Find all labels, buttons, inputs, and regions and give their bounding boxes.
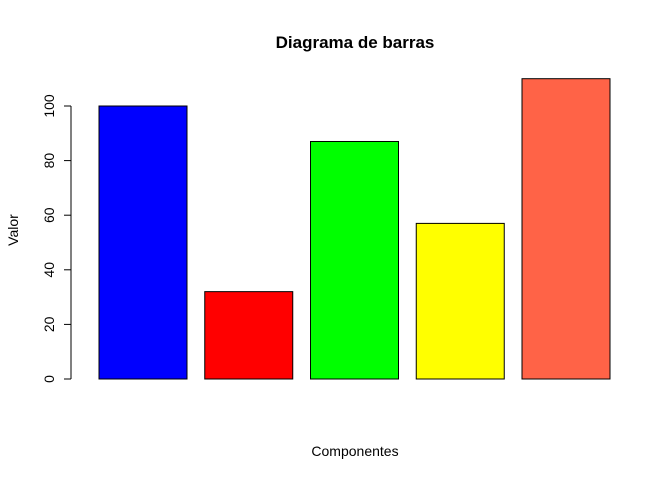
y-tick-label: 60 bbox=[41, 207, 57, 223]
y-tick-label: 0 bbox=[41, 375, 57, 383]
y-tick-label: 40 bbox=[41, 262, 57, 278]
bar-3 bbox=[310, 140, 399, 380]
y-tick-label: 100 bbox=[41, 94, 57, 118]
bars-group bbox=[98, 78, 611, 380]
chart-title: Diagrama de barras bbox=[276, 33, 435, 52]
bar-4 bbox=[415, 222, 505, 380]
y-tick-label: 20 bbox=[41, 316, 57, 332]
bar-1 bbox=[98, 105, 188, 380]
y-axis: 0 20 40 60 80 100 bbox=[41, 94, 72, 383]
y-axis-label: Valor bbox=[5, 214, 21, 246]
x-axis-label: Componentes bbox=[311, 443, 398, 459]
bar-5 bbox=[521, 78, 611, 380]
bar-2 bbox=[204, 291, 294, 380]
y-tick-label: 80 bbox=[41, 153, 57, 169]
